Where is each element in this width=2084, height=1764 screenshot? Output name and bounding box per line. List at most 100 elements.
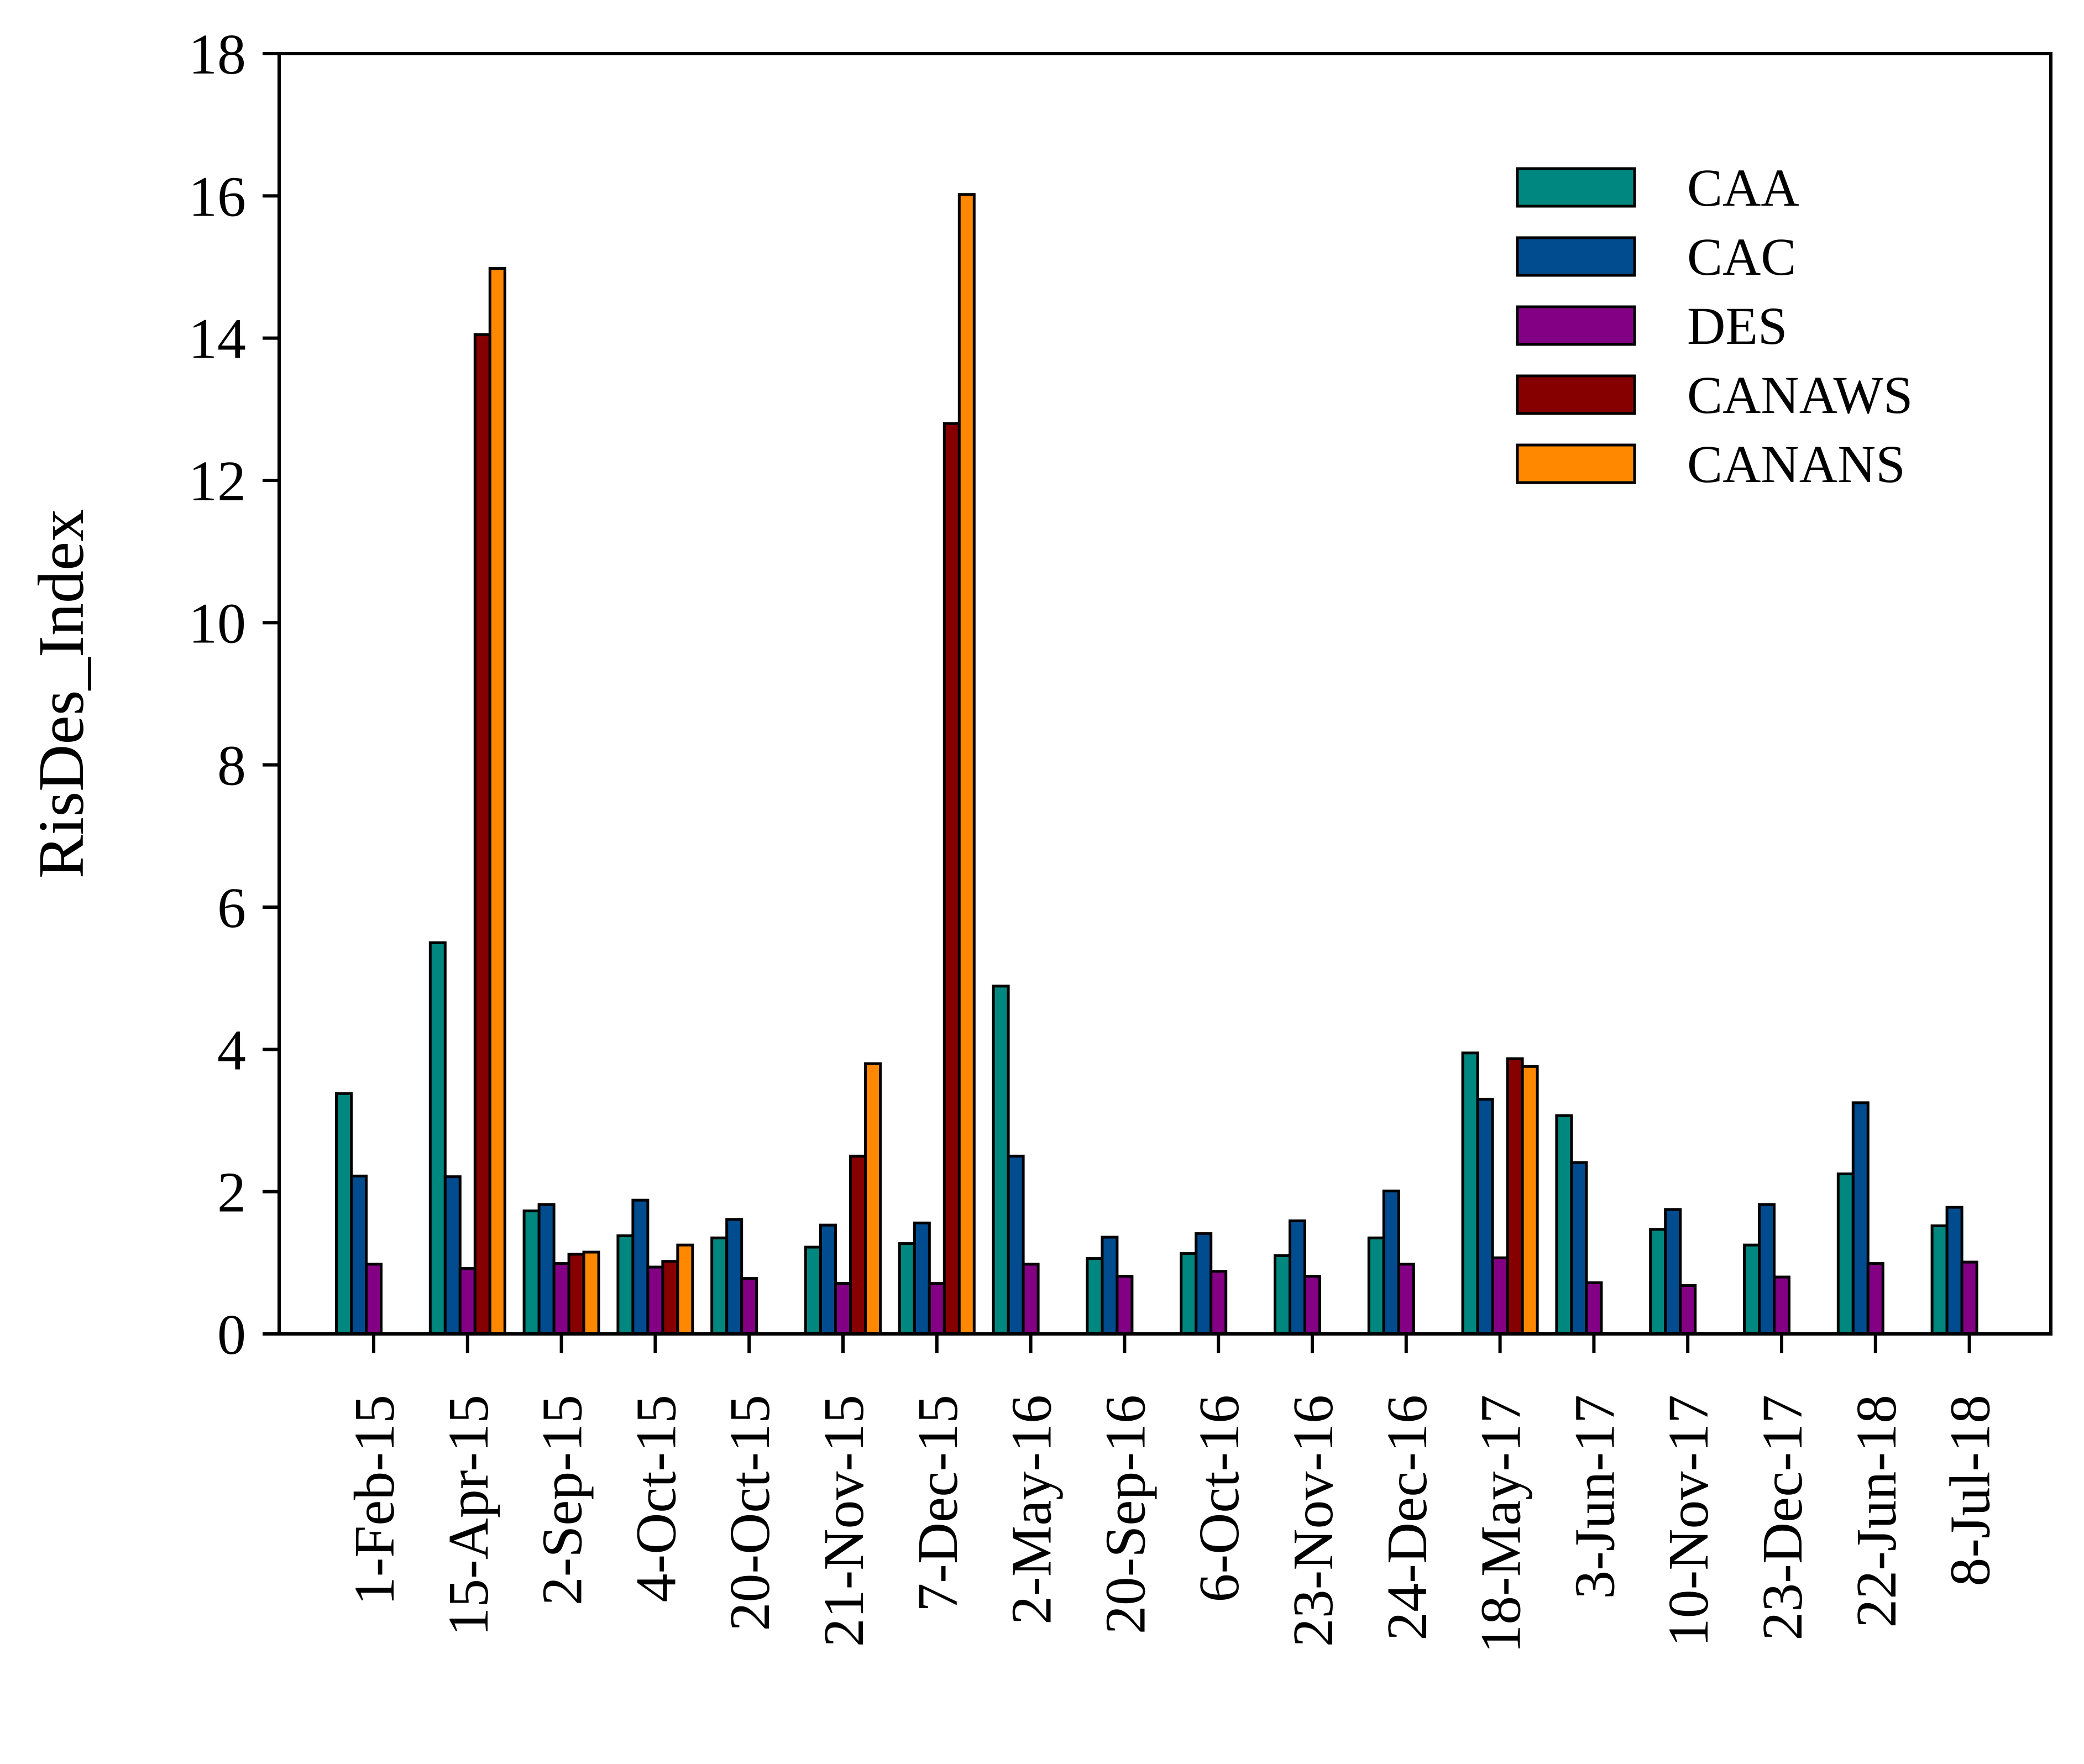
bar-canaws-7-dec-15 (942, 422, 961, 1336)
bar-caa-4-oct-15 (616, 1234, 635, 1336)
bar-caa-23-dec-17 (1743, 1243, 1761, 1336)
bar-cac-6-oct-16 (1195, 1232, 1213, 1336)
x-tick-label: 18-May-17 (1469, 1395, 1533, 1653)
bar-des-7-dec-15 (928, 1282, 946, 1336)
bar-des-4-oct-15 (646, 1265, 664, 1336)
x-tick-label: 8-Jul-18 (1939, 1395, 2002, 1587)
plot-area-frame (277, 52, 2052, 1336)
x-tick-label: 15-Apr-15 (437, 1395, 500, 1636)
bar-des-8-jul-18 (1960, 1260, 1978, 1336)
bar-des-15-apr-15 (458, 1267, 477, 1336)
bar-cac-8-jul-18 (1945, 1206, 1963, 1336)
bar-cac-20-oct-15 (725, 1218, 743, 1336)
legend-swatch-canaws (1516, 374, 1636, 415)
bar-cac-23-nov-16 (1289, 1219, 1306, 1336)
bar-cac-2-sep-15 (537, 1203, 556, 1336)
bar-cac-22-jun-18 (1851, 1101, 1870, 1336)
x-tick-label: 2-Sep-15 (531, 1395, 594, 1605)
bar-des-2-sep-15 (552, 1262, 570, 1336)
x-axis-labels: 1-Feb-15 15-Apr-15 2-Sep-15 4-Oct-15 20-Oct-… (343, 1395, 2002, 1653)
bar-cac-10-nov-17 (1664, 1208, 1682, 1336)
bar-cac-3-jun-17 (1570, 1161, 1588, 1336)
bar-caa-6-oct-16 (1180, 1252, 1198, 1336)
legend-swatch-canans (1516, 443, 1636, 484)
bar-cac-24-dec-16 (1382, 1189, 1400, 1336)
y-tick-label: 14 (188, 307, 246, 371)
bar-caa-3-jun-17 (1555, 1114, 1573, 1336)
bar-cac-15-apr-15 (443, 1175, 462, 1336)
bar-canans-2-sep-15 (582, 1250, 600, 1336)
bar-caa-10-nov-17 (1649, 1228, 1667, 1336)
x-tick-label: 6-Oct-16 (1187, 1395, 1251, 1602)
y-axis: 0 2 4 6 8 10 12 14 16 18 (188, 23, 279, 1367)
bar-des-3-jun-17 (1585, 1281, 1603, 1336)
x-tick-label: 24-Dec-16 (1375, 1395, 1439, 1641)
bar-des-18-may-17 (1491, 1256, 1509, 1336)
legend-swatch-caa (1516, 167, 1636, 208)
y-tick-label: 0 (217, 1303, 246, 1367)
bar-des-1-feb-15 (365, 1263, 383, 1336)
legend-label-canans: CANANS (1687, 435, 1905, 494)
legend-swatch-des (1516, 305, 1636, 346)
bar-caa-24-dec-16 (1367, 1236, 1385, 1336)
bar-caa-22-jun-18 (1836, 1172, 1855, 1336)
bar-canaws-4-oct-15 (661, 1260, 679, 1336)
y-tick-label: 2 (217, 1161, 246, 1224)
bar-cac-1-feb-15 (350, 1174, 368, 1336)
bar-des-2-may-16 (1022, 1263, 1040, 1336)
legend-label-cac: CAC (1687, 227, 1796, 286)
bar-canans-7-dec-15 (957, 193, 976, 1336)
y-tick-label: 4 (217, 1018, 246, 1082)
legend: CAA CAC DES CANAWS CANANS (1516, 158, 1913, 494)
y-tick-label: 12 (188, 449, 246, 513)
x-tick-label: 2-May-16 (1000, 1395, 1064, 1625)
legend-label-caa: CAA (1687, 158, 1799, 217)
bar-caa-20-sep-16 (1086, 1257, 1104, 1336)
bar-cac-18-may-17 (1476, 1097, 1494, 1336)
bar-cac-4-oct-15 (631, 1198, 650, 1336)
bar-canans-4-oct-15 (676, 1243, 694, 1336)
y-axis-title: RisDes_Index (25, 509, 97, 879)
bar-des-21-nov-15 (834, 1282, 852, 1336)
bar-caa-21-nov-15 (804, 1245, 822, 1336)
x-tick-label: 23-Dec-17 (1751, 1395, 1814, 1641)
x-tick-label: 3-Jun-17 (1563, 1395, 1626, 1599)
bar-cac-20-sep-16 (1101, 1236, 1119, 1336)
legend-label-canaws: CANAWS (1687, 365, 1913, 425)
bar-des-20-sep-16 (1116, 1275, 1134, 1336)
y-tick-label: 10 (188, 592, 246, 655)
y-tick-label: 8 (217, 734, 246, 798)
bar-cac-2-may-16 (1007, 1154, 1025, 1336)
bar-caa-1-feb-15 (335, 1092, 353, 1336)
y-tick-label: 18 (188, 23, 246, 86)
legend-swatch-cac (1516, 236, 1636, 277)
bar-canans-15-apr-15 (488, 267, 506, 1336)
bar-des-22-jun-18 (1866, 1262, 1884, 1336)
x-tick-label: 20-Oct-15 (718, 1395, 782, 1631)
y-tick-label: 16 (188, 165, 246, 228)
x-tick-label: 1-Feb-15 (343, 1395, 406, 1605)
x-tick-label: 20-Sep-16 (1093, 1395, 1157, 1634)
legend-label-des: DES (1687, 296, 1787, 355)
bar-des-23-nov-16 (1303, 1275, 1321, 1336)
bar-caa-2-sep-15 (522, 1209, 541, 1336)
bar-cac-21-nov-15 (819, 1223, 837, 1336)
x-tick-label: 21-Nov-15 (812, 1395, 876, 1647)
bar-des-23-dec-17 (1773, 1275, 1790, 1336)
x-tick-label: 23-Nov-16 (1281, 1395, 1345, 1647)
bar-caa-2-may-16 (992, 985, 1010, 1336)
bar-canaws-2-sep-15 (567, 1253, 585, 1336)
x-tick-label: 10-Nov-17 (1657, 1395, 1720, 1647)
bar-cac-23-dec-17 (1758, 1203, 1776, 1336)
x-tick-label: 4-Oct-15 (624, 1395, 688, 1602)
bar-des-24-dec-16 (1397, 1263, 1415, 1336)
bar-des-6-oct-16 (1209, 1270, 1228, 1336)
bar-caa-8-jul-18 (1930, 1224, 1949, 1336)
bar-series-group (335, 193, 1978, 1353)
bar-caa-18-may-17 (1461, 1051, 1479, 1336)
y-tick-label: 6 (217, 876, 246, 940)
x-tick-label: 22-Jun-18 (1845, 1395, 1908, 1628)
x-tick-label: 7-Dec-15 (906, 1395, 970, 1612)
bar-cac-7-dec-15 (913, 1221, 931, 1336)
